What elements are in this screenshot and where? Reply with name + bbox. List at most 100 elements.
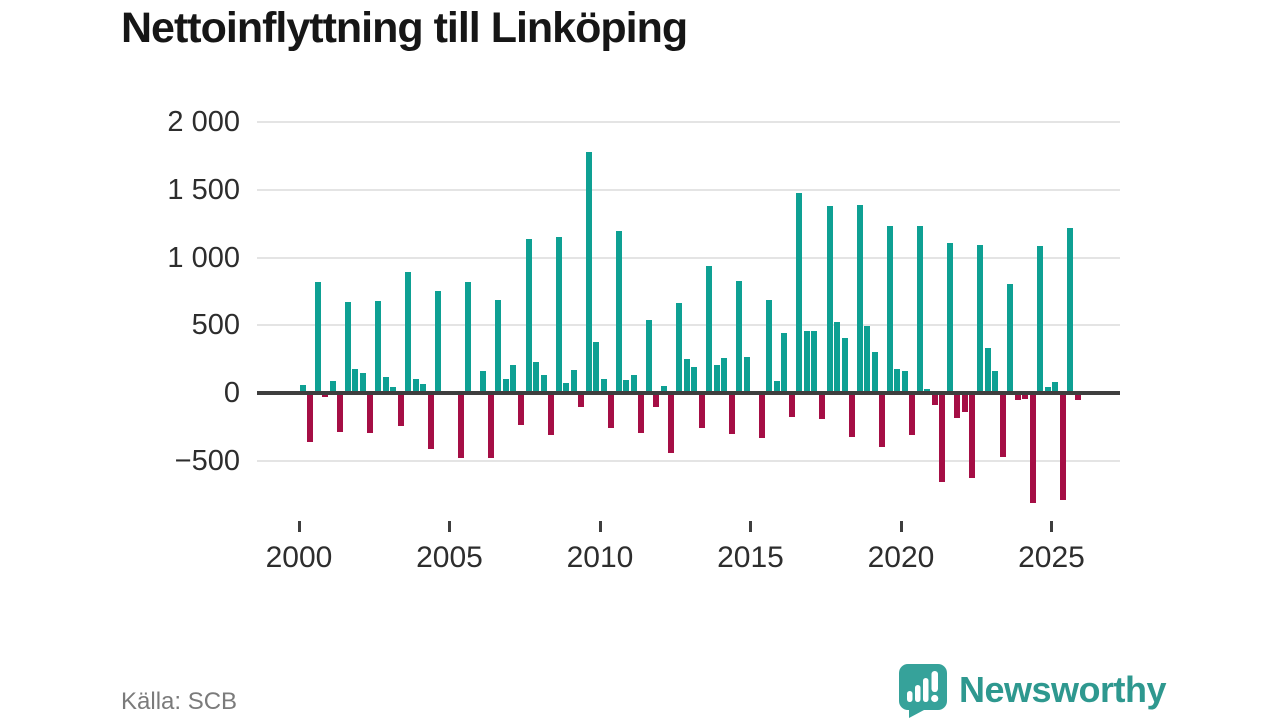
bar-2002-q2 (367, 393, 374, 433)
bar-2007-q1 (510, 365, 517, 393)
x-axis-tick (1050, 521, 1053, 532)
bar-2017-q3 (826, 206, 833, 393)
bar-2014-q1 (721, 358, 728, 393)
bar-2001-q1 (329, 381, 336, 393)
bar-2014-q4 (743, 357, 750, 393)
bar-2001-q2 (337, 393, 344, 433)
bar-2004-q2 (427, 393, 434, 450)
bar-2023-q1 (992, 370, 999, 393)
gridline (257, 324, 1120, 327)
bar-2006-q1 (480, 371, 487, 393)
gridline (257, 459, 1120, 462)
bar-2012-q1 (660, 386, 667, 393)
bar-2007-q2 (517, 393, 524, 426)
bar-2012-q3 (676, 302, 682, 393)
bar-2019-q2 (879, 393, 886, 448)
bar-2008-q3 (555, 236, 562, 393)
bar-2014-q3 (736, 280, 743, 393)
bar-2017-q4 (834, 321, 841, 393)
bar-2010-q4 (623, 380, 630, 393)
bar-2023-q2 (999, 393, 1006, 458)
bar-2022-q4 (984, 348, 991, 393)
x-axis-tick (448, 521, 451, 532)
newsworthy-logo: Newsworthy (897, 662, 1167, 718)
page-title: Nettoinflyttning till Linköping (121, 4, 688, 52)
bar-2011-q4 (653, 393, 660, 407)
x-axis-label: 2015 (717, 541, 784, 574)
bar-2018-q2 (849, 393, 856, 437)
bar-2000-q4 (322, 393, 329, 398)
bar-2009-q3 (585, 151, 592, 393)
bar-2018-q4 (864, 325, 871, 393)
bar-2010-q3 (615, 230, 622, 393)
bar-2016-q4 (803, 330, 810, 393)
bar-2021-q3 (946, 242, 953, 393)
bar-2004-q1 (420, 383, 427, 393)
bar-2003-q4 (412, 379, 419, 393)
bar-2023-q4 (1014, 393, 1021, 401)
bar-2016-q3 (796, 192, 803, 393)
bar-2008-q1 (540, 375, 547, 393)
y-axis-label: 1 000 (167, 241, 240, 274)
bar-2016-q2 (788, 393, 795, 417)
bar-2002-q1 (359, 373, 366, 393)
bar-2009-q1 (570, 369, 577, 393)
y-axis-label: 2 000 (167, 106, 240, 139)
bar-2001-q3 (344, 302, 351, 393)
bar-2020-q1 (901, 371, 908, 393)
bar-2019-q4 (894, 368, 901, 393)
bar-2010-q1 (600, 379, 607, 393)
bar-2020-q3 (916, 225, 923, 393)
bar-2019-q3 (886, 226, 893, 393)
bar-2025-q2 (1059, 393, 1066, 500)
bar-2011-q2 (638, 393, 645, 433)
bar-2021-q4 (954, 393, 961, 419)
bar-2005-q2 (457, 393, 464, 458)
x-axis-label: 2020 (867, 541, 935, 574)
bar-2003-q2 (397, 393, 404, 427)
gridline (257, 121, 1120, 124)
bar-2002-q4 (382, 376, 389, 393)
zero-axis-line (257, 391, 1120, 395)
bar-2006-q4 (502, 379, 509, 393)
bar-2006-q2 (487, 393, 494, 458)
y-axis-label: 1 500 (167, 173, 240, 206)
x-axis-label: 2005 (416, 541, 483, 574)
bar-2013-q1 (691, 366, 698, 393)
bar-2019-q1 (871, 351, 878, 393)
newsworthy-logo-icon (899, 664, 947, 718)
bar-2006-q3 (495, 300, 502, 393)
bar-2017-q1 (811, 330, 818, 393)
bar-2003-q3 (405, 272, 412, 393)
bar-2024-q3 (1037, 246, 1044, 393)
gridline (257, 256, 1120, 259)
bar-2008-q2 (548, 393, 555, 435)
bar-2005-q3 (465, 281, 472, 393)
bar-2015-q4 (773, 381, 780, 393)
bar-2012-q2 (668, 393, 675, 453)
bar-2024-q4 (1044, 386, 1051, 393)
bar-2008-q4 (563, 382, 570, 393)
bar-2025-q4 (1074, 393, 1081, 401)
x-axis-tick (899, 521, 903, 532)
bar-2011-q3 (645, 319, 652, 393)
x-axis-label: 2025 (1018, 541, 1085, 574)
bar-2020-q4 (924, 388, 931, 393)
bar-2012-q4 (683, 359, 690, 393)
bar-2024-q2 (1029, 393, 1036, 503)
bar-2021-q2 (939, 393, 946, 482)
bar-2007-q4 (533, 361, 540, 393)
x-axis-tick (297, 521, 301, 532)
bar-2018-q3 (856, 204, 863, 393)
bar-2023-q3 (1007, 284, 1014, 393)
x-axis-label: 2010 (566, 541, 634, 574)
bar-2000-q2 (307, 393, 314, 442)
y-axis-label: 500 (191, 309, 240, 342)
y-axis-label: −500 (174, 444, 240, 477)
bar-2017-q2 (818, 393, 825, 420)
bar-2025-q3 (1067, 228, 1074, 393)
bar-2025-q1 (1052, 382, 1059, 393)
bar-2013-q3 (706, 266, 713, 393)
bar-2001-q4 (352, 368, 359, 393)
